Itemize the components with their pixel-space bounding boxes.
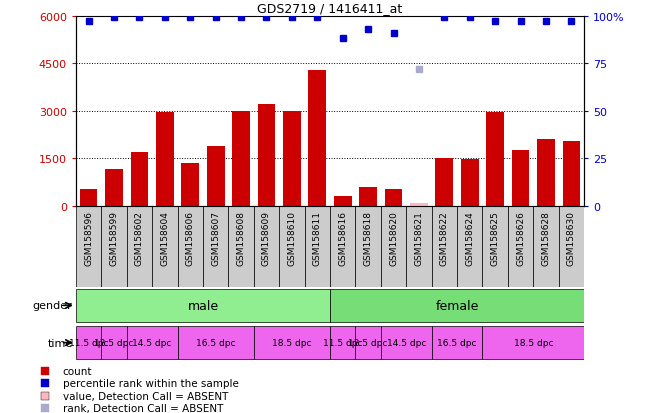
Bar <box>457 206 482 287</box>
Bar <box>356 326 381 359</box>
Bar <box>76 206 102 287</box>
Text: count: count <box>63 366 92 376</box>
Bar <box>381 326 432 359</box>
Text: 12.5 dpc: 12.5 dpc <box>94 338 134 347</box>
Text: GSM158624: GSM158624 <box>465 211 475 265</box>
Text: GSM158625: GSM158625 <box>490 211 500 265</box>
Bar <box>432 206 457 287</box>
Text: rank, Detection Call = ABSENT: rank, Detection Call = ABSENT <box>63 403 223 413</box>
Text: 18.5 dpc: 18.5 dpc <box>272 338 312 347</box>
Bar <box>385 189 403 206</box>
Text: male: male <box>187 299 218 312</box>
Text: GSM158602: GSM158602 <box>135 211 144 265</box>
Text: GSM158610: GSM158610 <box>287 211 296 266</box>
Bar <box>330 206 356 287</box>
Bar <box>308 70 326 206</box>
Bar <box>558 206 584 287</box>
Bar <box>407 206 432 287</box>
Bar <box>305 206 330 287</box>
Text: GSM158611: GSM158611 <box>313 211 322 266</box>
Text: GSM158621: GSM158621 <box>414 211 424 265</box>
Bar <box>131 153 148 206</box>
Text: 12.5 dpc: 12.5 dpc <box>348 338 388 347</box>
Bar <box>182 164 199 206</box>
Bar <box>486 113 504 206</box>
Bar <box>254 206 279 287</box>
Bar <box>279 206 305 287</box>
Bar <box>178 206 203 287</box>
Bar <box>461 160 478 206</box>
Text: GSM158630: GSM158630 <box>567 211 576 266</box>
Title: GDS2719 / 1416411_at: GDS2719 / 1416411_at <box>257 2 403 15</box>
Bar <box>207 146 224 206</box>
Bar <box>562 142 580 206</box>
Text: gender: gender <box>33 301 73 311</box>
Bar <box>356 206 381 287</box>
Text: GSM158616: GSM158616 <box>338 211 347 266</box>
Text: GSM158596: GSM158596 <box>84 211 93 266</box>
Bar <box>508 206 533 287</box>
Text: 16.5 dpc: 16.5 dpc <box>196 338 236 347</box>
Bar <box>178 326 254 359</box>
Text: GSM158604: GSM158604 <box>160 211 170 265</box>
Text: female: female <box>436 299 478 312</box>
Bar <box>105 170 123 206</box>
Bar <box>102 206 127 287</box>
Bar <box>533 206 558 287</box>
Bar <box>127 206 152 287</box>
Bar <box>76 326 102 359</box>
Bar <box>330 289 584 322</box>
Bar <box>330 326 356 359</box>
Text: GSM158608: GSM158608 <box>236 211 246 266</box>
Bar <box>334 197 352 206</box>
Text: 11.5 dpc: 11.5 dpc <box>69 338 108 347</box>
Text: value, Detection Call = ABSENT: value, Detection Call = ABSENT <box>63 391 228 401</box>
Bar <box>127 326 178 359</box>
Text: GSM158628: GSM158628 <box>541 211 550 265</box>
Bar <box>156 113 174 206</box>
Bar <box>537 140 555 206</box>
Bar <box>257 105 275 206</box>
Text: GSM158607: GSM158607 <box>211 211 220 266</box>
Bar <box>152 206 178 287</box>
Text: GSM158620: GSM158620 <box>389 211 398 265</box>
Bar <box>410 204 428 206</box>
Text: percentile rank within the sample: percentile rank within the sample <box>63 378 238 388</box>
Bar <box>482 206 508 287</box>
Text: 14.5 dpc: 14.5 dpc <box>133 338 172 347</box>
Bar <box>203 206 228 287</box>
Text: 14.5 dpc: 14.5 dpc <box>387 338 426 347</box>
Text: GSM158626: GSM158626 <box>516 211 525 265</box>
Bar <box>482 326 584 359</box>
Bar <box>232 112 250 206</box>
Bar <box>283 112 301 206</box>
Bar <box>381 206 407 287</box>
Text: GSM158618: GSM158618 <box>364 211 373 266</box>
Bar <box>436 159 453 206</box>
Text: GSM158606: GSM158606 <box>185 211 195 266</box>
Bar <box>228 206 253 287</box>
Bar <box>432 326 482 359</box>
Bar <box>76 289 330 322</box>
Text: 18.5 dpc: 18.5 dpc <box>513 338 553 347</box>
Text: GSM158622: GSM158622 <box>440 211 449 265</box>
Text: 16.5 dpc: 16.5 dpc <box>438 338 477 347</box>
Text: 11.5 dpc: 11.5 dpc <box>323 338 362 347</box>
Text: GSM158599: GSM158599 <box>110 211 119 266</box>
Bar <box>359 188 377 206</box>
Bar <box>512 151 529 206</box>
Text: GSM158609: GSM158609 <box>262 211 271 266</box>
Bar <box>254 326 330 359</box>
Text: time: time <box>48 338 73 348</box>
Bar <box>80 189 98 206</box>
Bar <box>102 326 127 359</box>
